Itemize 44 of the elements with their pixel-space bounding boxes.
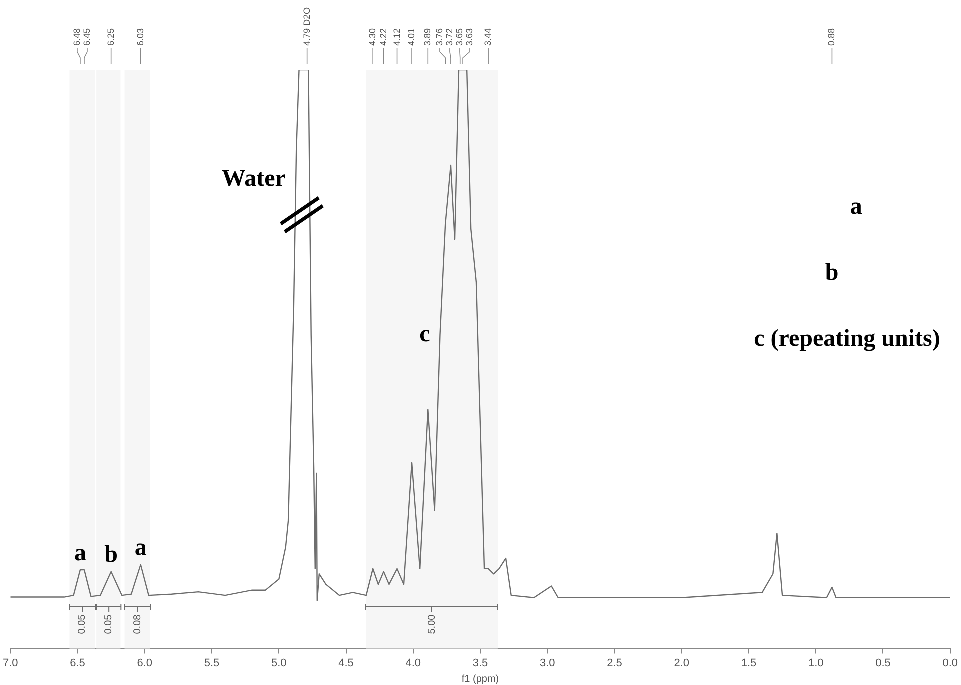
annotation: a [850,194,862,220]
annotation: 4.79 D2O [302,7,312,46]
annotation: 3.72 [444,28,454,46]
x-tick-label: 0.0 [942,657,958,670]
x-tick-label: 0.5 [876,657,891,670]
x-tick-label: 2.0 [674,657,690,670]
annotation: 4.12 [392,28,402,46]
annotation: 3.89 [422,28,433,46]
x-tick-label: 3.5 [472,657,488,670]
x-tick-label: 5.0 [271,657,287,670]
x-tick-label: 2.5 [607,657,622,670]
annotation: 3.44 [483,28,494,46]
annotation: b [104,542,118,568]
annotation: 3.65 [454,28,464,46]
annotation: 6.25 [106,28,116,46]
annotation: 6.45 [82,28,92,46]
annotation: a [74,540,86,566]
annotation: a [134,535,147,562]
x-tick-label: 7.0 [2,657,18,670]
annotation: Water [222,166,286,192]
x-tick-label: 6.5 [70,657,86,670]
band-label: 0.08 [132,614,144,634]
annotation: 6.03 [135,28,146,46]
x-tick-label: 4.5 [338,657,354,670]
band-label: 5.00 [426,614,438,634]
x-tick-label: 6.0 [137,657,153,670]
x-tick-label: 3.0 [540,657,556,670]
annotation: c (repeating units) [754,326,940,352]
band-label: 0.05 [103,614,114,634]
annotation: 3.63 [464,28,474,46]
annotation: 4.22 [378,28,388,46]
annotation: 4.01 [406,28,417,46]
x-tick-label: 1.5 [741,657,757,670]
x-tick-label: 4.0 [406,657,422,670]
annotation: 4.30 [368,28,378,46]
annotation: c [420,321,431,348]
x-axis-title: f1 (ppm) [462,674,500,685]
x-tick-label: 5.5 [204,657,220,670]
annotation: 0.88 [826,28,837,46]
annotation: b [825,260,839,286]
band-label: 0.05 [77,614,88,634]
x-tick-label: 1.0 [808,657,824,670]
annotation: 3.76 [434,28,444,46]
annotation: 6.48 [72,28,82,46]
